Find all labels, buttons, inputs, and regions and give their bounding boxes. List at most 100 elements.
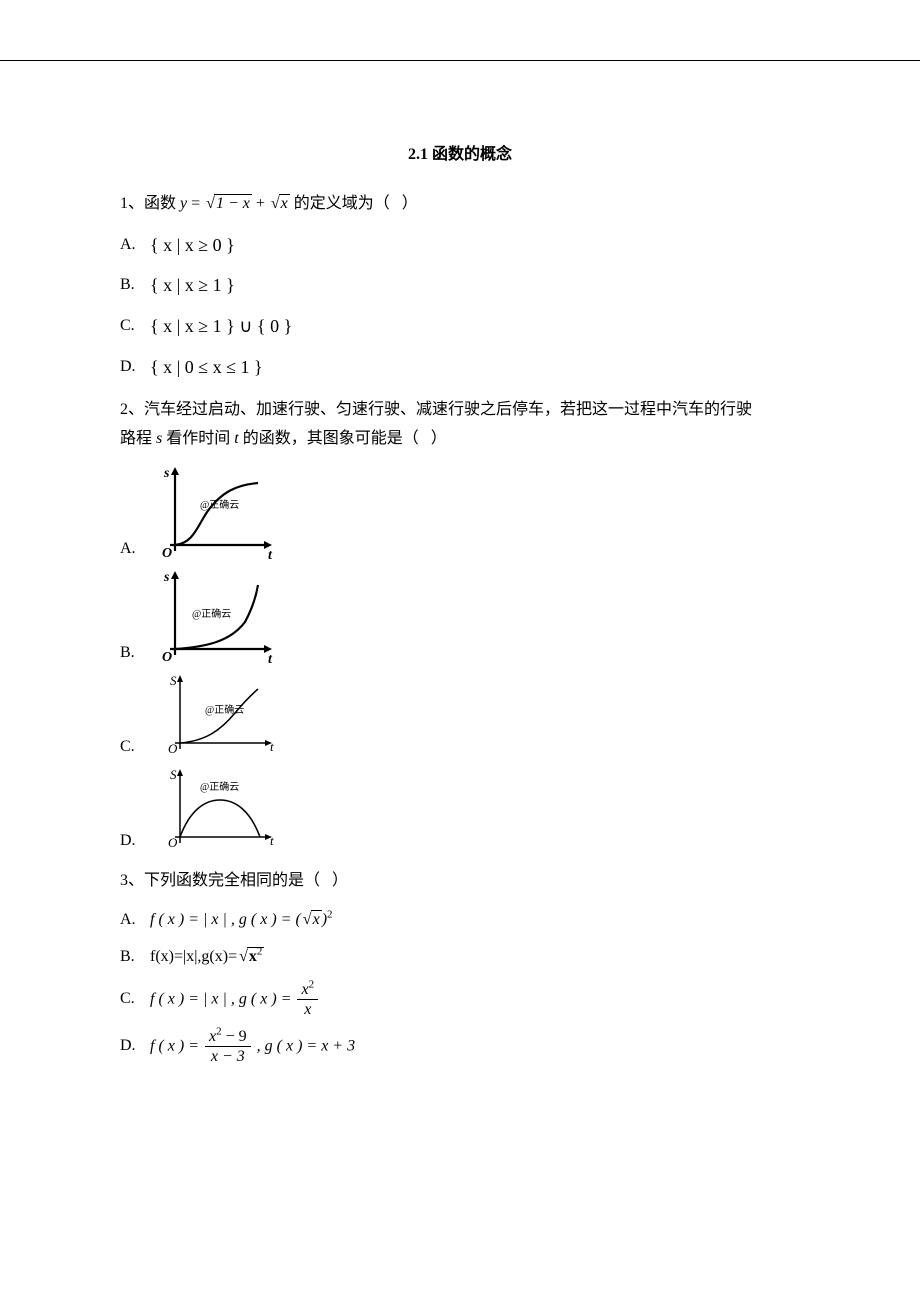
- origin-label: O: [162, 546, 172, 561]
- sqrt-icon: 1 − x: [204, 190, 252, 219]
- option-label: B.: [120, 943, 140, 972]
- arrow-icon: [171, 571, 179, 579]
- q1-eq: =: [187, 195, 204, 212]
- curve-d: [180, 800, 260, 837]
- q3-option-d: D. f ( x ) = x2 − 9 x − 3 , g ( x ) = x …: [120, 1027, 800, 1066]
- arrow-icon: [171, 467, 179, 475]
- q2-option-a: A. s t O @正确云: [120, 463, 800, 563]
- option-label: A.: [120, 906, 140, 935]
- q1-rad1: 1 − x: [214, 194, 252, 212]
- q1-option-d: D. { x | 0 ≤ x ≤ 1 }: [120, 351, 800, 384]
- graph-a: s t O @正确云: [150, 463, 285, 563]
- fraction: x2 − 9 x − 3: [205, 1027, 251, 1066]
- sqrt-icon: x2: [237, 943, 264, 972]
- fraction: x2 x: [297, 980, 318, 1019]
- option-label: D.: [120, 1032, 140, 1061]
- q2-l2-post: 的函数，其图象可能是（ ）: [239, 430, 447, 447]
- axis-s-label: s: [163, 466, 170, 481]
- denominator: x: [297, 1000, 318, 1019]
- q3-optD-math: f ( x ) = x2 − 9 x − 3 , g ( x ) = x + 3: [150, 1027, 355, 1066]
- watermark-text: @正确云: [200, 780, 239, 793]
- set-expr: { x | 0 ≤ x ≤ 1 }: [150, 357, 263, 377]
- q1-option-c: C. { x | x ≥ 1 } ∪ { 0 }: [120, 310, 800, 343]
- fd: f ( x ) =: [150, 1038, 199, 1055]
- question-2: 2、汽车经过启动、加速行驶、匀速行驶、减速行驶之后停车，若把这一过程中汽车的行驶…: [120, 396, 800, 856]
- q2-stem: 2、汽车经过启动、加速行驶、匀速行驶、减速行驶之后停车，若把这一过程中汽车的行驶…: [120, 396, 800, 454]
- q1-option-a: A. { x | x ≥ 0 }: [120, 229, 800, 262]
- graph-d: S t O @正确云: [150, 765, 285, 855]
- q1-option-b: B. { x | x ≥ 1 }: [120, 269, 800, 302]
- axis-s-label: S: [170, 767, 177, 782]
- q3-optB-math: f(x)=|x|,g(x)= x2: [150, 943, 264, 972]
- q1-plus: +: [252, 195, 269, 212]
- numerator: x2 − 9: [205, 1027, 251, 1047]
- origin-label: O: [168, 741, 178, 756]
- num-rest: − 9: [222, 1028, 247, 1045]
- option-label: C.: [120, 733, 140, 762]
- q3-option-b: B. f(x)=|x|,g(x)= x2: [120, 943, 800, 972]
- ga: g ( x ) = (: [239, 911, 301, 928]
- q2-l2-mid: 看作时间: [162, 430, 234, 447]
- option-label: B.: [120, 639, 140, 668]
- q2-option-b: B. s t O @正确云: [120, 567, 800, 667]
- origin-label: O: [168, 835, 178, 850]
- arrow-icon: [177, 675, 183, 682]
- q2-option-d: D. S t O @正确云: [120, 765, 800, 855]
- axis-s-label: S: [170, 673, 177, 688]
- option-label: B.: [120, 271, 140, 300]
- q1-pre: 1、函数: [120, 195, 180, 212]
- q3-option-c: C. f ( x ) = | x | , g ( x ) = x2 x: [120, 980, 800, 1019]
- q2-line1: 2、汽车经过启动、加速行驶、匀速行驶、减速行驶之后停车，若把这一过程中汽车的行驶: [120, 396, 800, 425]
- rad-b: x2: [247, 947, 265, 965]
- axis-t-label: t: [270, 739, 274, 754]
- watermark-text: @正确云: [200, 498, 239, 511]
- q3-optC-math: f ( x ) = | x | , g ( x ) = x2 x: [150, 980, 320, 1019]
- q1-optB-math: { x | x ≥ 1 }: [150, 269, 235, 302]
- watermark-text: @正确云: [205, 703, 244, 716]
- q1-stem: 1、函数 y = 1 − x + x 的定义域为（ ）: [120, 190, 800, 219]
- fb-text: f(x)=|x|,g(x)=: [150, 948, 237, 965]
- curve-a: [175, 483, 258, 545]
- gc: g ( x ) =: [239, 990, 292, 1007]
- axis-t-label: t: [268, 652, 273, 667]
- option-label: A.: [120, 231, 140, 260]
- option-label: D.: [120, 353, 140, 382]
- page-title: 2.1 函数的概念: [120, 141, 800, 170]
- rad-exp: 2: [257, 946, 263, 958]
- q1-optA-math: { x | x ≥ 0 }: [150, 229, 235, 262]
- q3-option-a: A. f ( x ) = | x | , g ( x ) = (x)2: [120, 906, 800, 935]
- q1-rad2: x: [279, 194, 290, 212]
- num-exp: 2: [309, 978, 315, 990]
- q2-line2: 路程 s 看作时间 t 的函数，其图象可能是（ ）: [120, 425, 800, 454]
- q1-optD-math: { x | 0 ≤ x ≤ 1 }: [150, 351, 263, 384]
- rad: x: [311, 910, 322, 928]
- arrow-icon: [177, 769, 183, 776]
- axis-t-label: t: [270, 833, 274, 848]
- question-3: 3、下列函数完全相同的是（ ） A. f ( x ) = | x | , g (…: [120, 867, 800, 1066]
- q2-option-c: C. S t O @正确云: [120, 671, 800, 761]
- q1-math: y = 1 − x + x: [180, 195, 294, 212]
- q1-optC-math: { x | x ≥ 1 } ∪ { 0 }: [150, 310, 292, 343]
- axis-t-label: t: [268, 548, 273, 563]
- graph-c: S t O @正确云: [150, 671, 285, 761]
- denominator: x − 3: [205, 1047, 251, 1066]
- set-expr: { x | x ≥ 1 } ∪ { 0 }: [150, 316, 292, 336]
- fa: f ( x ) = | x | ,: [150, 911, 235, 928]
- fc: f ( x ) = | x | ,: [150, 990, 235, 1007]
- q3-stem: 3、下列函数完全相同的是（ ）: [120, 867, 800, 896]
- num-x: x: [301, 981, 308, 998]
- q2-l2-pre: 路程: [120, 430, 156, 447]
- sqrt-icon: x: [301, 906, 322, 935]
- axis-s-label: s: [163, 570, 170, 585]
- option-label: A.: [120, 535, 140, 564]
- q3-optA-math: f ( x ) = | x | , g ( x ) = (x)2: [150, 906, 333, 935]
- option-label: C.: [120, 985, 140, 1014]
- q1-post: 的定义域为（ ）: [294, 195, 418, 212]
- curve-c: [180, 689, 258, 743]
- origin-label: O: [162, 650, 172, 665]
- set-expr: { x | x ≥ 0 }: [150, 235, 235, 255]
- watermark-text: @正确云: [192, 607, 231, 620]
- sqrt-icon: x: [269, 190, 290, 219]
- option-label: C.: [120, 312, 140, 341]
- gd: , g ( x ) = x + 3: [257, 1038, 355, 1055]
